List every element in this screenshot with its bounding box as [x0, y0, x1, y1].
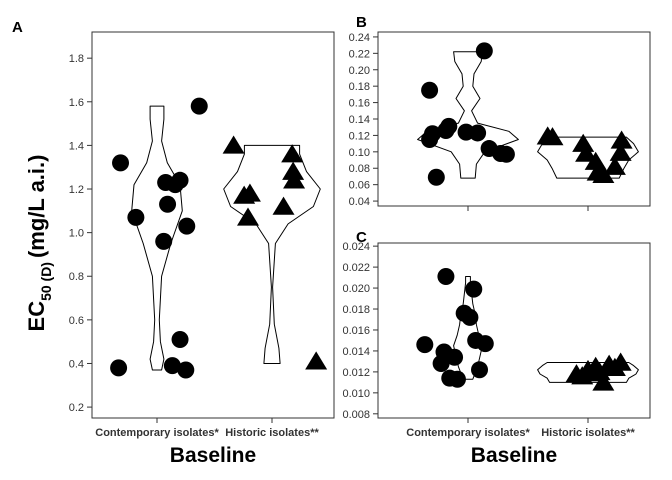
data-point-triangle — [283, 170, 306, 189]
data-point-circle — [171, 330, 189, 348]
y-tick-label: 0.4 — [69, 358, 84, 370]
category-label-contemporary-isolates: Contemporary isolates* — [406, 427, 530, 439]
category-label-historic-isolates: Historic isolates** — [541, 427, 635, 439]
data-point-circle — [155, 232, 173, 250]
y-tick-label: 0.2 — [69, 402, 84, 414]
y-tick-label: 0.06 — [349, 180, 370, 192]
violin-c-2 — [537, 362, 639, 383]
y-tick-label: 0.12 — [349, 130, 370, 142]
data-point-triangle — [541, 127, 564, 146]
x-axis-title: Baseline — [471, 444, 557, 467]
data-point-triangle — [603, 156, 626, 175]
data-point-circle — [465, 280, 483, 298]
data-point-circle — [127, 208, 145, 226]
data-point-triangle — [584, 151, 607, 170]
y-tick-label: 0.20 — [349, 65, 370, 77]
data-point-circle — [497, 145, 515, 163]
data-point-circle — [448, 370, 466, 388]
data-point-triangle — [305, 351, 328, 370]
data-point-circle — [437, 268, 455, 286]
x-axis-title: Baseline — [170, 444, 256, 467]
panel-label-a: A — [12, 19, 23, 36]
y-tick-label: 0.008 — [342, 409, 370, 421]
data-point-triangle — [237, 207, 259, 226]
data-point-circle — [159, 195, 177, 213]
data-point-triangle — [238, 183, 261, 202]
data-point-circle — [177, 361, 195, 379]
y-tick-label: 0.24 — [349, 32, 370, 44]
y-axis-title-prefix: EC — [24, 301, 49, 332]
data-point-circle — [461, 308, 479, 326]
y-tick-label: 1.2 — [69, 184, 84, 196]
y-tick-label: 1.4 — [69, 140, 84, 152]
category-label-contemporary-isolates: Contemporary isolates* — [95, 427, 219, 439]
y-tick-label: 0.6 — [69, 315, 84, 327]
data-point-circle — [171, 171, 189, 189]
panel-b: 0.04 0.06 0.08 0.10 0.12 0.14 0.16 0.18 0.20 0.22… — [349, 31, 651, 211]
y-tick-label: 0.016 — [342, 325, 370, 337]
y-axis-title-suffix: (mg/L a.i.) — [24, 155, 49, 259]
y-tick-label: 0.022 — [342, 262, 370, 274]
data-point-circle — [476, 335, 494, 353]
y-tick-label: 0.10 — [349, 147, 370, 159]
y-tick-label: 0.020 — [342, 283, 370, 295]
data-point-circle — [475, 42, 493, 60]
panel-a-frame — [91, 31, 335, 419]
y-tick-label: 0.018 — [342, 304, 370, 316]
data-point-triangle — [272, 196, 295, 215]
data-point-triangle — [281, 144, 304, 163]
data-point-circle — [416, 336, 434, 354]
data-point-circle — [110, 359, 128, 377]
panel-c: 0.008 0.010 0.012 0.014 0.016 0.018 0.020 0.022… — [342, 241, 651, 467]
data-point-triangle — [572, 133, 595, 152]
data-point-circle — [446, 348, 464, 366]
data-point-triangle — [592, 164, 615, 184]
panel-a: 0.2 0.4 0.6 0.8 1.0 1.2 1.4 1.6 1.8 Contemporary … — [69, 31, 335, 467]
y-tick-label: 0.08 — [349, 163, 370, 175]
y-tick-label: 1.6 — [69, 97, 84, 109]
data-point-circle — [421, 81, 439, 99]
y-axis-title-subscript: 50 (D) — [38, 262, 54, 301]
y-tick-label: 0.024 — [342, 241, 370, 253]
violin-a-1 — [131, 105, 183, 371]
panel-label-c: C — [356, 229, 367, 246]
y-tick-label: 0.012 — [342, 367, 370, 379]
data-point-triangle — [222, 135, 245, 154]
data-point-triangle — [609, 352, 632, 371]
data-point-circle — [427, 168, 445, 186]
y-tick-label: 1.8 — [69, 53, 84, 65]
data-point-triangle — [282, 161, 305, 180]
data-point-circle — [423, 125, 441, 143]
data-point-circle — [112, 154, 130, 172]
data-point-circle — [440, 117, 458, 135]
violin-b-1 — [417, 51, 519, 179]
y-tick-label: 0.014 — [342, 346, 370, 358]
y-tick-label: 0.8 — [69, 271, 84, 283]
y-tick-label: 0.14 — [349, 114, 370, 126]
category-label-historic-isolates: Historic isolates** — [225, 427, 319, 439]
data-point-triangle — [610, 130, 633, 149]
data-point-triangle — [609, 142, 632, 161]
y-tick-label: 1.0 — [69, 228, 84, 240]
y-axis-title: EC50 (D) (mg/L a.i.) — [24, 155, 54, 332]
panel-label-b: B — [356, 14, 367, 31]
data-point-circle — [471, 361, 489, 379]
y-tick-label: 0.18 — [349, 81, 370, 93]
y-tick-label: 0.22 — [349, 48, 370, 60]
y-tick-label: 0.04 — [349, 196, 370, 208]
panel-c-frame — [377, 242, 651, 419]
data-point-triangle — [592, 372, 615, 391]
data-point-circle — [163, 357, 181, 375]
y-tick-label: 0.16 — [349, 98, 370, 110]
data-point-circle — [178, 217, 196, 235]
y-tick-label: 0.010 — [342, 388, 370, 400]
data-point-circle — [469, 124, 487, 142]
data-point-triangle — [575, 143, 598, 162]
data-point-circle — [190, 97, 208, 115]
violin-a-2 — [223, 144, 321, 364]
